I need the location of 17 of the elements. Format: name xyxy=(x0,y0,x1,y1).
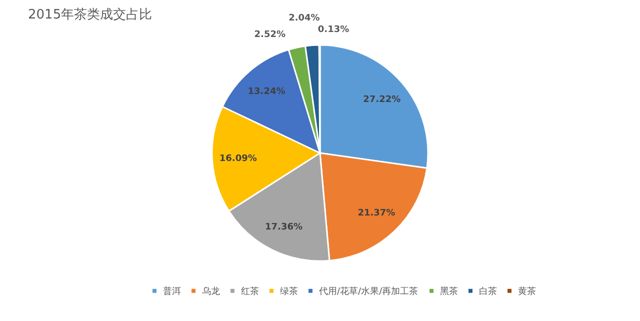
legend-label: 红茶 xyxy=(241,286,259,297)
data-label: 17.36% xyxy=(265,222,303,233)
data-label: 13.24% xyxy=(248,86,286,97)
chart-title: 2015年茶类成交占比 xyxy=(28,6,152,22)
data-label: 16.09% xyxy=(219,154,257,164)
legend-label: 普洱 xyxy=(163,286,181,297)
data-label: 21.37% xyxy=(358,208,396,218)
legend-label: 黄茶 xyxy=(518,286,536,297)
legend-label: 黑茶 xyxy=(440,286,458,297)
legend-label: 绿茶 xyxy=(280,286,298,297)
data-label: 2.04% xyxy=(288,13,320,24)
legend-label: 白茶 xyxy=(479,286,497,297)
data-label: 0.13% xyxy=(318,25,350,35)
data-label: 27.22% xyxy=(363,95,401,106)
data-label: 2.52% xyxy=(254,30,286,40)
legend-label: 乌龙 xyxy=(202,286,220,297)
legend-label: 代用/花草/水果/再加工茶 xyxy=(318,286,418,297)
